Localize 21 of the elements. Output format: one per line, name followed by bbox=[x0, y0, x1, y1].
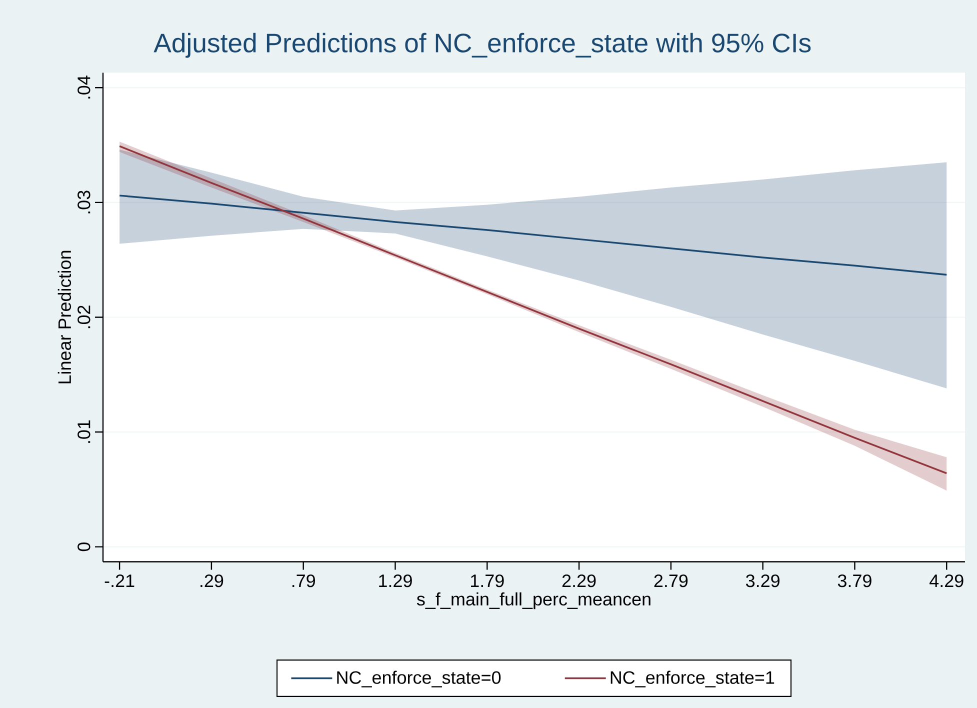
y-tick-label: .04 bbox=[78, 76, 90, 99]
x-tick-label: 3.29 bbox=[746, 574, 780, 588]
chart-title: Adjusted Predictions of NC_enforce_state with 95% CIs bbox=[154, 32, 811, 58]
legend-label: NC_enforce_state=1 bbox=[610, 670, 774, 688]
legend-label: NC_enforce_state=0 bbox=[337, 670, 501, 688]
x-tick-label: 2.29 bbox=[562, 574, 596, 588]
x-tick-label: 1.79 bbox=[471, 574, 504, 588]
y-axis-title: Linear Prediction bbox=[58, 250, 72, 384]
x-tick-label: 4.29 bbox=[930, 574, 964, 588]
x-tick-label: .79 bbox=[292, 574, 316, 588]
x-tick-label: 2.79 bbox=[654, 574, 688, 588]
x-axis-title: s_f_main_full_perc_meancen bbox=[416, 592, 650, 610]
y-tick-label: .03 bbox=[78, 190, 90, 214]
x-tick-label: .29 bbox=[200, 574, 224, 588]
y-tick-label: 0 bbox=[78, 542, 90, 552]
x-tick-label: 1.29 bbox=[379, 574, 412, 588]
y-tick-label: .01 bbox=[78, 420, 90, 443]
line-series bbox=[118, 194, 948, 276]
x-tick-label: -.21 bbox=[104, 574, 134, 588]
y-tick-label: .02 bbox=[78, 306, 90, 328]
x-tick-label: 3.79 bbox=[838, 574, 872, 588]
